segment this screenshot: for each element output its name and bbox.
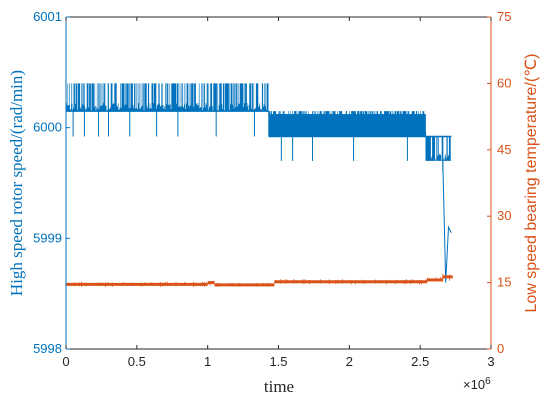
x-tick-label: 0.5 (128, 354, 146, 369)
left-axis-ticks: 5998 5999 6000 6001 (33, 9, 70, 356)
rotor-speed-band-2 (425, 136, 452, 161)
rotor-speed-series (65, 83, 452, 283)
x-tick-label: 2.5 (411, 354, 429, 369)
temperature-noise-2 (214, 282, 275, 287)
temperature-noise-4 (426, 277, 443, 282)
x-tick-label: 2 (346, 354, 353, 369)
bearing-temperature-series (66, 273, 453, 287)
right-tick-label: 0 (497, 341, 504, 356)
left-tick-label: 5998 (33, 341, 62, 356)
left-tick-label: 6000 (33, 120, 62, 135)
x-axis-ticks: 0 0.5 1 1.5 2 2.5 3 (62, 17, 495, 369)
x-axis-exponent-base: ×10 (463, 377, 485, 392)
temperature-noise-5 (442, 273, 450, 281)
rotor-speed-end-drop (442, 160, 452, 283)
right-tick-label: 60 (497, 75, 511, 90)
rotor-speed-dense-block (268, 114, 426, 137)
right-tick-label: 45 (497, 142, 511, 157)
x-axis-exponent: ×106 (463, 376, 491, 392)
right-tick-label: 15 (497, 275, 511, 290)
left-tick-label: 5999 (33, 230, 62, 245)
right-axis-label: Low speed bearing temperature/(℃) (523, 54, 540, 313)
right-tick-label: 30 (497, 208, 511, 223)
x-axis-exponent-power: 6 (485, 376, 491, 387)
temperature-noise-0 (67, 281, 208, 287)
x-axis-label: time (264, 377, 294, 396)
plot-area (66, 17, 491, 349)
temperature-noise-3 (276, 279, 427, 285)
left-axis-label: High speed rotor speed/(rad/min) (7, 70, 26, 296)
right-tick-label: 75 (497, 9, 511, 24)
x-tick-label: 1.5 (269, 354, 287, 369)
x-tick-label: 0 (62, 354, 69, 369)
right-axis-ticks: 0 15 30 45 60 75 (487, 9, 511, 356)
x-tick-label: 3 (487, 354, 494, 369)
left-tick-label: 6001 (33, 9, 62, 24)
x-tick-label: 1 (204, 354, 211, 369)
